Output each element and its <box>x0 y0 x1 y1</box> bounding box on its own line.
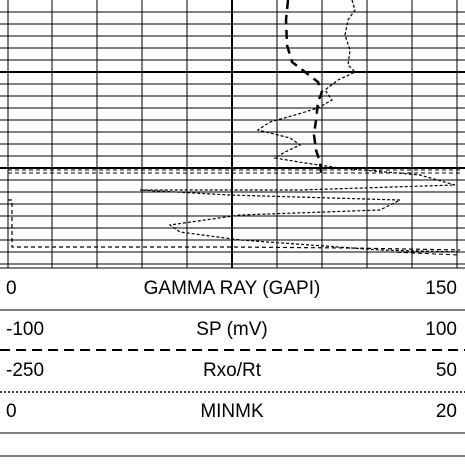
sp-curve <box>284 0 324 179</box>
log-grid <box>0 0 465 268</box>
scale-left: 0 <box>6 278 17 299</box>
rxo-curve <box>8 169 461 256</box>
scale-right: 150 <box>425 278 457 299</box>
scale-right: 50 <box>436 360 457 381</box>
scale-name: SP (mV) <box>196 319 267 340</box>
log-curves <box>8 0 461 256</box>
minmk-curve <box>8 199 461 251</box>
scale-left: 0 <box>6 401 17 422</box>
scale-name: Rxo/Rt <box>203 360 262 381</box>
scale-left: -250 <box>6 360 44 381</box>
scale-right: 100 <box>425 319 457 340</box>
scale-header: 0 GAMMA RAY (GAPI) 150 -100 SP (mV) 100 -250 Rx… <box>0 267 465 457</box>
scale-left: -100 <box>6 319 44 340</box>
gamma-curve <box>139 0 461 253</box>
scale-name: GAMMA RAY (GAPI) <box>144 278 321 299</box>
scale-right: 20 <box>436 401 457 422</box>
scale-name: MINMK <box>200 401 264 422</box>
